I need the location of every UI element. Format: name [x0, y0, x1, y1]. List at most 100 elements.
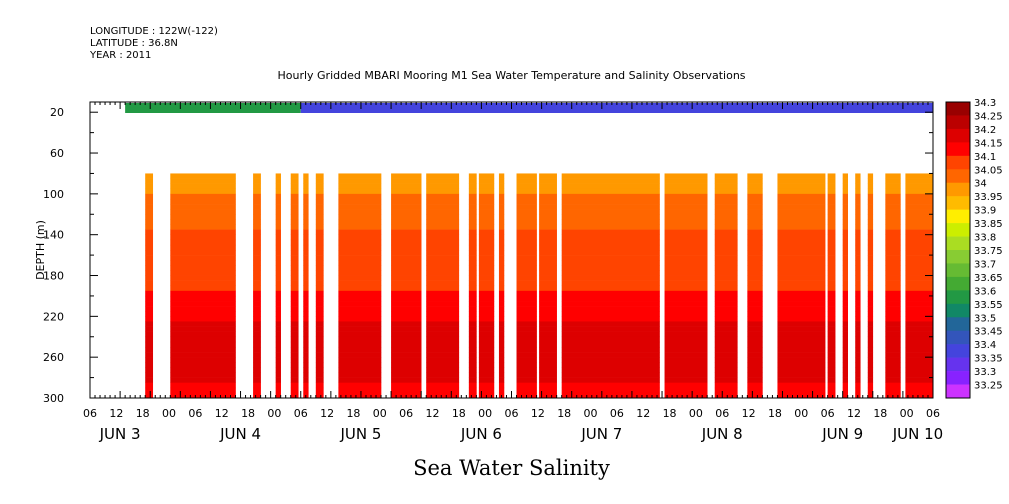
data-cell [170, 295, 236, 302]
x-day-label: JUN 9 [821, 425, 863, 443]
data-cell [303, 352, 309, 358]
data-cell [664, 244, 708, 251]
data-cell [747, 382, 763, 389]
data-cell [842, 301, 848, 307]
data-cell [714, 234, 738, 241]
data-cell [867, 382, 874, 389]
data-cell [885, 193, 901, 200]
data-cell [275, 306, 281, 312]
data-cell [714, 224, 738, 230]
data-cell [885, 244, 901, 251]
data-cell [478, 357, 495, 363]
data-cell [290, 260, 299, 266]
data-cell [516, 367, 537, 373]
data-cell [290, 290, 299, 297]
surface-segment [125, 103, 301, 113]
data-cell [664, 193, 708, 200]
data-cell [145, 183, 154, 190]
data-cell [539, 301, 557, 307]
data-cell [714, 372, 738, 378]
data-cell [253, 326, 261, 332]
data-cell [867, 336, 874, 343]
data-cell [290, 224, 299, 230]
data-cell [253, 234, 261, 241]
data-cell [777, 367, 826, 373]
data-cell [539, 382, 557, 389]
data-cell [539, 260, 557, 266]
data-cell [290, 239, 299, 246]
data-cell [290, 280, 299, 287]
data-cell [747, 250, 763, 256]
data-cell [539, 321, 557, 327]
data-cell [827, 336, 836, 343]
data-cell [145, 341, 154, 348]
data-cell [827, 260, 836, 266]
data-cell [516, 336, 537, 343]
data-cell [253, 316, 261, 322]
data-cell [867, 326, 874, 332]
data-cell [275, 265, 281, 271]
data-cell [777, 326, 826, 332]
data-cell [516, 178, 537, 184]
data-cell [468, 270, 477, 276]
data-cell [747, 209, 763, 215]
data-cell [145, 372, 154, 378]
data-cell [145, 188, 154, 195]
data-cell [391, 377, 422, 383]
data-cell [275, 352, 281, 358]
data-cell [303, 341, 309, 348]
data-cell [391, 326, 422, 332]
x-hour-label: 12 [215, 407, 229, 420]
x-hour-label: 12 [636, 407, 650, 420]
data-cell [714, 346, 738, 353]
data-cell [905, 326, 934, 332]
data-cell [170, 270, 236, 276]
data-cell [561, 377, 660, 383]
data-cell [855, 265, 861, 271]
data-cell [827, 244, 836, 251]
data-cell [303, 209, 309, 215]
data-cell [426, 239, 460, 246]
data-cell [275, 321, 281, 327]
data-cell [275, 316, 281, 322]
data-cell [338, 326, 382, 332]
data-cell [855, 306, 861, 312]
data-cell [315, 290, 324, 297]
data-cell [498, 377, 505, 383]
data-cell [391, 234, 422, 241]
data-cell [827, 357, 836, 363]
data-cell [664, 178, 708, 184]
data-cell [842, 173, 848, 179]
data-cell [855, 188, 861, 195]
data-cell [170, 346, 236, 353]
data-cell [338, 198, 382, 205]
data-cell [303, 193, 309, 200]
colorbar-swatch [946, 250, 970, 264]
data-cell [170, 260, 236, 266]
data-cell [905, 255, 934, 261]
data-cell [468, 341, 477, 348]
data-cell [303, 244, 309, 251]
data-cell [290, 372, 299, 378]
data-cell [827, 188, 836, 195]
data-cell [714, 229, 738, 235]
data-cell [498, 295, 505, 302]
data-cell [842, 198, 848, 205]
data-cell [478, 362, 495, 368]
data-cell [561, 336, 660, 343]
data-cell [290, 255, 299, 261]
data-cell [905, 285, 934, 292]
data-cell [842, 183, 848, 190]
data-cell [275, 204, 281, 210]
data-cell [170, 306, 236, 312]
data-cell [827, 382, 836, 389]
colorbar-label: 33.9 [974, 206, 996, 217]
data-cell [498, 219, 505, 225]
data-cell [391, 341, 422, 348]
colorbar-swatch [946, 236, 970, 251]
data-cell [478, 316, 495, 322]
data-cell [315, 387, 324, 394]
data-cell [290, 265, 299, 271]
data-cell [855, 311, 861, 317]
colorbar-swatch [946, 344, 970, 358]
